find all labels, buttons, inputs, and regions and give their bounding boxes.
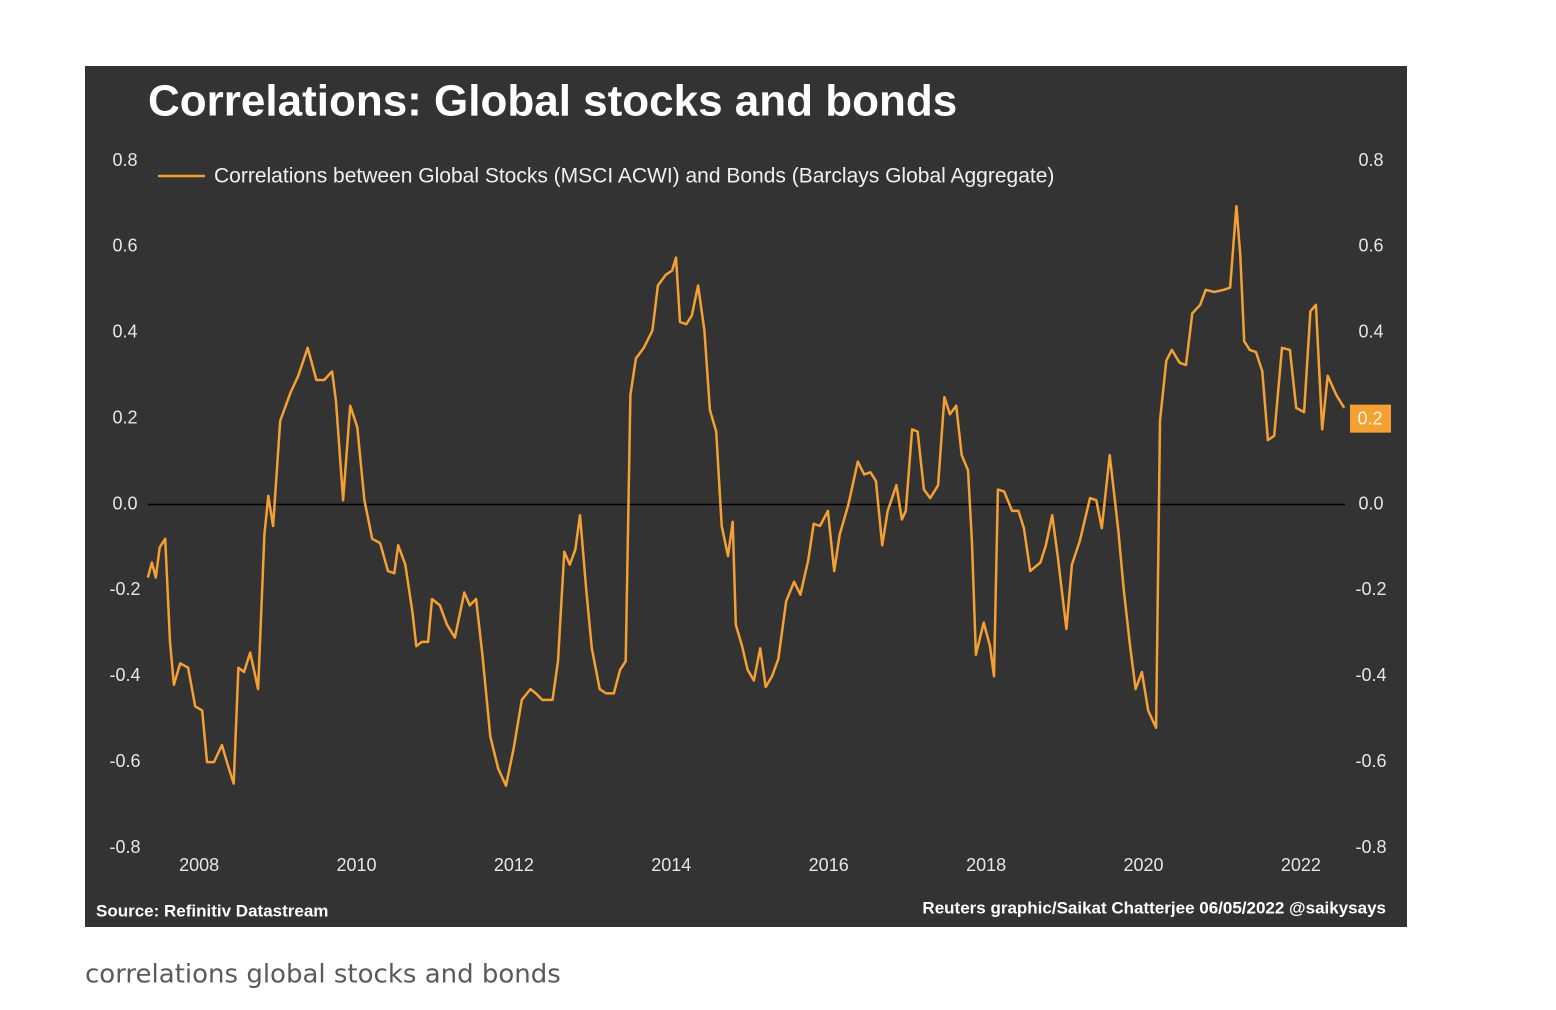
x-tick-label: 2012: [494, 855, 534, 875]
credit: Reuters graphic/Saikat Chatterjee 06/05/…: [922, 898, 1386, 917]
x-tick-label: 2010: [336, 855, 376, 875]
y-tick-label: -0.2: [109, 579, 140, 599]
y-tick-label: 0.6: [112, 236, 137, 256]
y2-tick-label: 0.4: [1358, 322, 1383, 342]
last-value-box: [1350, 404, 1391, 433]
y2-tick-label: -0.2: [1355, 579, 1386, 599]
x-tick-label: 2014: [651, 855, 691, 875]
source: Source: Refinitiv Datastream: [96, 901, 328, 920]
y-tick-label: 0.4: [112, 322, 137, 342]
x-tick-label: 2008: [179, 855, 219, 875]
y2-tick-label: 0.8: [1358, 150, 1383, 170]
chart-background: [85, 66, 1407, 927]
y2-tick-label: 0.6: [1358, 236, 1383, 256]
series-line: [146, 204, 1346, 787]
chart-title: Correlations: Global stocks and bonds: [148, 77, 957, 126]
y2-tick-label: -0.6: [1355, 751, 1386, 771]
last-value-label: 0.2: [1357, 408, 1382, 428]
y-tick-label: -0.4: [109, 665, 140, 685]
y-tick-label: 0.2: [112, 407, 137, 427]
x-tick-label: 2018: [966, 855, 1006, 875]
caption: correlations global stocks and bonds: [85, 960, 561, 990]
x-tick-label: 2022: [1281, 855, 1321, 875]
y-tick-label: 0.8: [112, 150, 137, 170]
y-tick-label: -0.8: [109, 837, 140, 857]
y-tick-label: -0.6: [109, 751, 140, 771]
legend-label: Correlations between Global Stocks (MSCI…: [214, 165, 1054, 188]
y-tick-label: 0.0: [112, 493, 137, 513]
y2-tick-label: -0.8: [1355, 837, 1386, 857]
y2-tick-label: -0.4: [1355, 665, 1386, 685]
x-tick-label: 2020: [1123, 855, 1163, 875]
x-tick-label: 2016: [809, 855, 849, 875]
y2-tick-label: 0.0: [1358, 493, 1383, 513]
